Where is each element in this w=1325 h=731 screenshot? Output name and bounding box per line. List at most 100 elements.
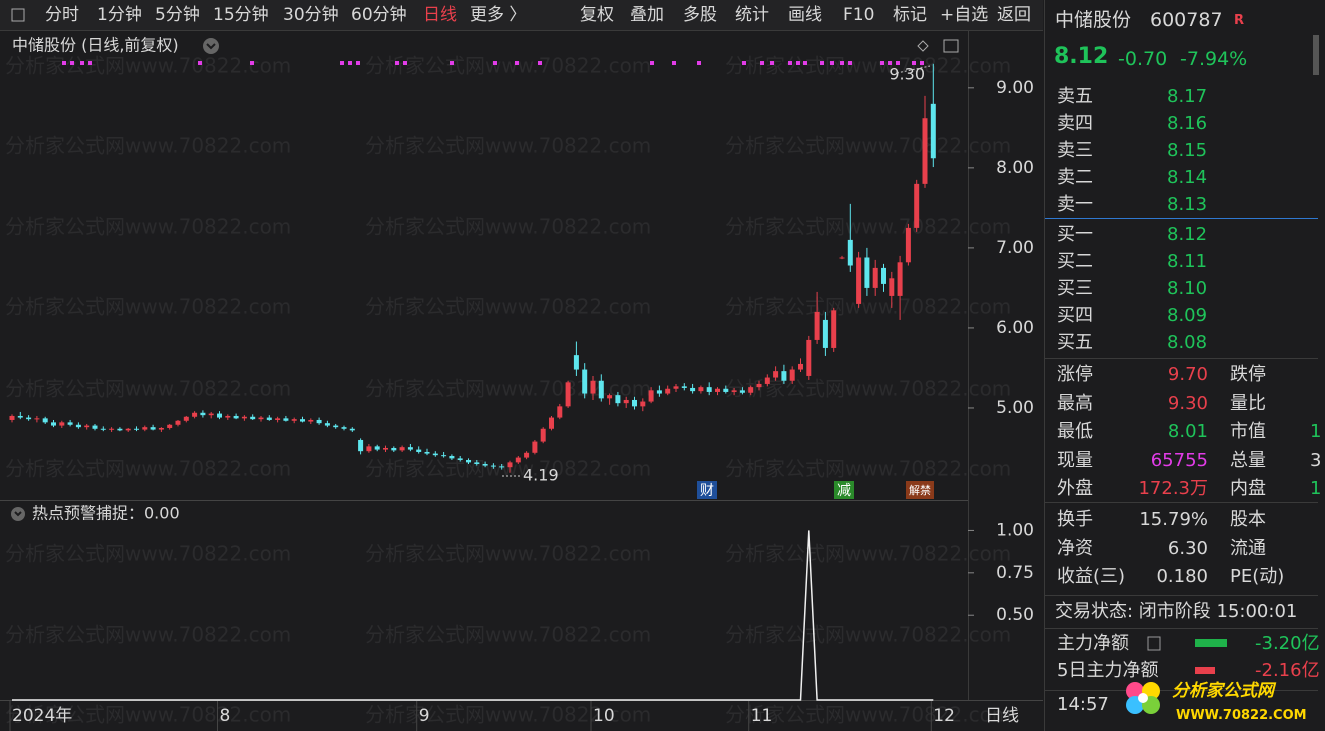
stat-value: 3 (1310, 449, 1322, 471)
candle-body (739, 390, 745, 393)
watermark: 分析家公式网www.70822.com (725, 134, 1011, 158)
tool-button[interactable]: 叠加 (630, 5, 664, 25)
candle-body (847, 239, 853, 266)
watermark: 分析家公式网www.70822.com (5, 542, 291, 566)
tool-button[interactable]: F10 (843, 5, 875, 25)
signal-dot (896, 61, 900, 65)
candle-body (681, 386, 687, 388)
dropdown-icon[interactable] (203, 38, 219, 54)
price: 8.12 (1054, 44, 1109, 69)
watermark: 分析家公式网www.70822.com (365, 457, 651, 481)
tool-button[interactable]: 统计 (735, 5, 769, 25)
low-annotation: 4.19 (523, 466, 559, 485)
candle-body (905, 227, 911, 263)
icon[interactable] (11, 8, 25, 22)
watermark: 分析家公式网www.70822.com (365, 215, 651, 239)
candle-body (266, 417, 272, 420)
candle-body (748, 387, 754, 393)
order-label: 卖一 (1057, 194, 1093, 215)
period-tab[interactable]: 60分钟 (351, 5, 407, 25)
tool-button[interactable]: 标记 (893, 5, 927, 25)
candle-body (150, 427, 156, 430)
candle-body (698, 387, 704, 392)
scrollbar[interactable] (1313, 35, 1319, 75)
watermark: 分析家公式网www.70822.com (725, 623, 1011, 647)
tool-button[interactable]: +自选 (940, 5, 989, 25)
y-tick-label: 7.00 (996, 238, 1034, 258)
order-label: 卖二 (1057, 167, 1093, 188)
candle-body (615, 395, 621, 404)
order-label: 卖四 (1057, 113, 1093, 134)
stat-label: 市值 (1230, 421, 1266, 442)
candle-body (84, 425, 90, 428)
period-tab[interactable]: 更多 〉 (470, 5, 527, 25)
icon[interactable] (917, 40, 929, 52)
candle-body (864, 257, 870, 288)
candle-body (773, 371, 779, 378)
icon[interactable] (1147, 636, 1161, 651)
flow-value: -2.16亿 (1255, 660, 1320, 681)
stat-value: 0.180 (1156, 566, 1208, 587)
tool-button[interactable]: 复权 (580, 5, 614, 25)
signal-dot (450, 61, 454, 65)
change: -0.70 (1118, 48, 1168, 70)
signal-dot (250, 61, 254, 65)
y-tick-label: 9.00 (996, 78, 1034, 98)
candle-body (573, 355, 579, 370)
flow-bar (1195, 639, 1227, 647)
candle-body (283, 418, 289, 421)
candle-body (333, 425, 339, 428)
candle-body (507, 462, 513, 468)
period-tab[interactable]: 30分钟 (283, 5, 339, 25)
period-tab[interactable]: 5分钟 (155, 5, 200, 25)
order-label: 卖三 (1057, 140, 1093, 161)
candle-body (192, 412, 198, 417)
candle-body (524, 452, 530, 458)
event-badge[interactable] (697, 481, 717, 499)
period-tab[interactable]: 1分钟 (97, 5, 142, 25)
x-tick-label: 11 (751, 706, 773, 726)
tool-button[interactable]: 画线 (788, 5, 822, 25)
candle-body (557, 406, 563, 418)
watermark: 分析家公式网www.70822.com (5, 134, 291, 158)
watermark: 分析家公式网www.70822.com (725, 703, 1011, 727)
candle-body (930, 103, 936, 159)
x-tick-label: 2024年 (12, 706, 72, 726)
candle-body (26, 417, 32, 420)
candle-body (167, 424, 173, 428)
period-tab[interactable]: 15分钟 (213, 5, 269, 25)
event-badge[interactable] (906, 481, 934, 499)
candle-body (117, 428, 123, 431)
candle-body (217, 413, 222, 418)
stat-label: 最高 (1057, 392, 1093, 414)
watermark: 分析家公式网www.70822.com (5, 295, 291, 319)
candle-body (731, 390, 737, 392)
order-price: 8.16 (1167, 113, 1208, 134)
order-label: 买一 (1057, 224, 1093, 245)
signal-dot (920, 61, 924, 65)
candle-body (540, 428, 546, 442)
flow-label: 主力净额 (1057, 633, 1129, 654)
candle-body (881, 267, 886, 284)
event-badge[interactable] (834, 481, 854, 499)
candle-body (233, 415, 239, 419)
icon[interactable] (943, 39, 959, 53)
tool-button[interactable]: 多股 (683, 5, 717, 25)
order-price: 8.11 (1167, 251, 1208, 272)
stat-label: 总量 (1230, 449, 1266, 471)
tool-button[interactable]: 返回 (997, 5, 1031, 25)
signal-dot (395, 61, 399, 65)
candle-body (59, 422, 65, 426)
order-label: 买二 (1057, 251, 1093, 272)
candle-body (656, 390, 662, 394)
stat-value: 1 (1310, 421, 1322, 442)
candle-body (291, 419, 297, 421)
candle-body (416, 449, 422, 452)
period-tab[interactable]: 分时 (45, 5, 79, 25)
candle-body (407, 447, 413, 450)
stat-value: 8.01 (1167, 421, 1208, 442)
period-tab[interactable]: 日线 (423, 5, 457, 25)
order-price: 8.14 (1167, 167, 1208, 188)
